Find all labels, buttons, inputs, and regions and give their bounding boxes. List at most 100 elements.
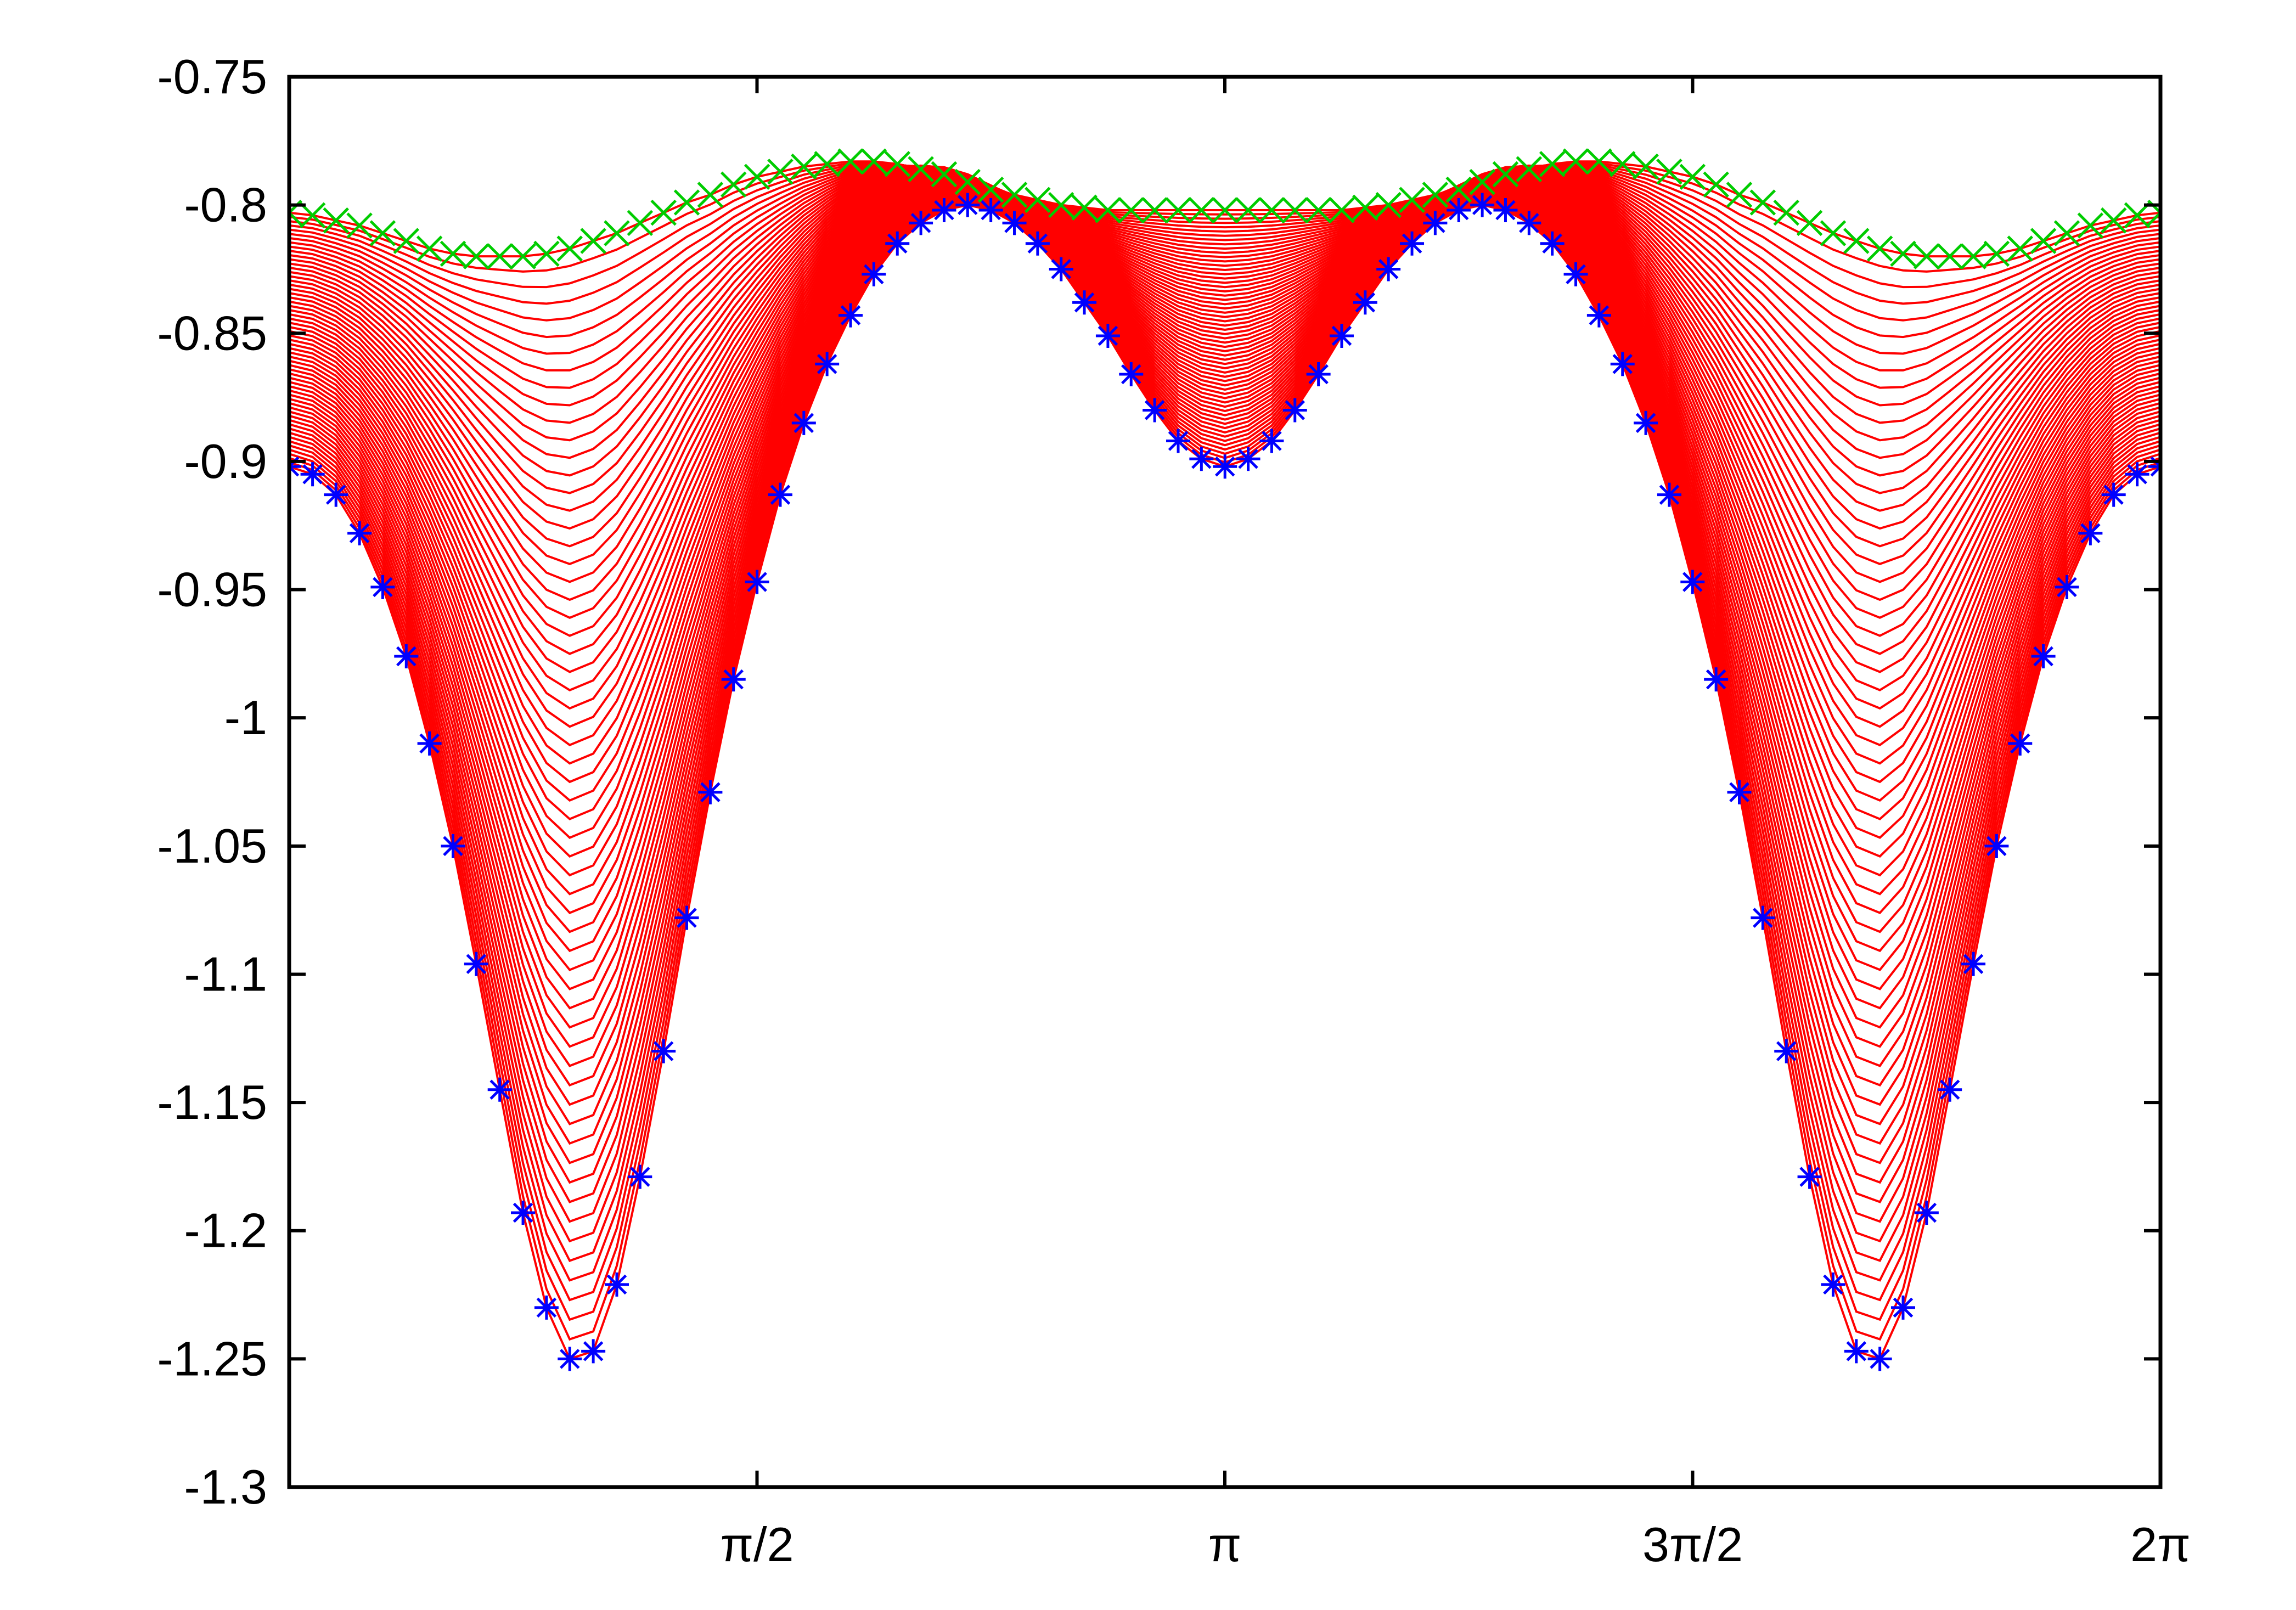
cross-stroke bbox=[1118, 197, 1145, 223]
asterisk-stroke bbox=[1191, 448, 1212, 469]
red-curve bbox=[289, 164, 2160, 389]
asterisk-point bbox=[2078, 521, 2103, 545]
cross-point bbox=[1118, 197, 1145, 223]
x-tick-label: π bbox=[1208, 1517, 1242, 1572]
red-curve bbox=[289, 179, 2160, 990]
red-curve bbox=[289, 173, 2160, 896]
cross-point bbox=[627, 210, 654, 237]
y-tick-label: -0.75 bbox=[157, 49, 267, 104]
asterisk-stroke bbox=[513, 1202, 533, 1223]
asterisk-point bbox=[1680, 570, 1705, 594]
cross-stroke bbox=[673, 189, 700, 216]
asterisk-point bbox=[1774, 1039, 1799, 1063]
cross-point bbox=[1329, 197, 1355, 223]
asterisk-stroke bbox=[1027, 233, 1048, 254]
cross-point bbox=[1235, 197, 1262, 223]
x-tick-label: 3π/2 bbox=[1642, 1517, 1743, 1572]
red-curve bbox=[289, 165, 2160, 583]
cross-point bbox=[767, 159, 794, 185]
cross-point bbox=[440, 240, 466, 267]
cross-stroke bbox=[2007, 235, 2034, 262]
cross-stroke bbox=[1843, 228, 1870, 254]
red-curve bbox=[289, 164, 2160, 477]
asterisk-point bbox=[839, 303, 863, 328]
red-curve bbox=[289, 161, 2160, 273]
asterisk-point bbox=[1329, 323, 1354, 348]
asterisk-stroke bbox=[981, 200, 1001, 221]
axes: -0.75 -0.8 -0.85 -0.9 -0.95 -1 -1.05 -1.1 -1.15 -… bbox=[157, 49, 2190, 1572]
asterisk-stroke bbox=[466, 954, 487, 975]
cross-point bbox=[580, 228, 606, 254]
asterisk-point bbox=[1072, 290, 1097, 315]
asterisk-point bbox=[1821, 1272, 1845, 1297]
asterisk-stroke bbox=[1963, 954, 1984, 975]
cross-stroke bbox=[1749, 189, 1776, 216]
x-tick-label: 2π bbox=[2130, 1517, 2191, 1572]
cross-stroke bbox=[2053, 220, 2080, 246]
red-curve bbox=[289, 164, 2160, 512]
asterisk-point bbox=[745, 570, 769, 594]
cross-stroke bbox=[2077, 212, 2104, 239]
cross-stroke bbox=[299, 202, 326, 229]
asterisk-point bbox=[1119, 362, 1144, 387]
y-tick-label: -1.3 bbox=[184, 1460, 267, 1514]
asterisk-stroke bbox=[489, 1079, 510, 1100]
red-curve bbox=[289, 189, 2160, 1125]
cross-point bbox=[744, 164, 770, 190]
cross-point bbox=[1165, 197, 1191, 223]
asterisk-stroke bbox=[1682, 572, 1703, 592]
cross-stroke bbox=[1586, 148, 1612, 174]
red-curve bbox=[289, 182, 2160, 1029]
asterisk-stroke bbox=[1074, 292, 1095, 313]
cross-stroke bbox=[1633, 153, 1659, 180]
cross-stroke bbox=[1937, 243, 1963, 269]
asterisk-stroke bbox=[559, 1349, 580, 1369]
asterisk-point bbox=[1867, 1347, 1892, 1371]
red-curve bbox=[289, 166, 2160, 637]
cross-point bbox=[1399, 187, 1425, 213]
cross-stroke bbox=[1258, 197, 1285, 223]
cross-point bbox=[463, 243, 489, 269]
asterisk-stroke bbox=[1776, 1041, 1797, 1061]
asterisk-point bbox=[651, 1039, 676, 1063]
asterisk-point bbox=[1657, 482, 1681, 507]
cross-stroke bbox=[1960, 243, 1987, 269]
asterisk-stroke bbox=[2057, 577, 2077, 598]
cross-stroke bbox=[627, 210, 654, 237]
asterisk-point bbox=[1353, 290, 1377, 315]
cross-stroke bbox=[954, 168, 981, 195]
cross-point bbox=[1562, 148, 1589, 174]
asterisk-stroke bbox=[2033, 646, 2053, 667]
red-curve bbox=[289, 173, 2160, 877]
cross-stroke bbox=[1399, 187, 1425, 213]
cross-stroke bbox=[1562, 148, 1589, 174]
red-curve bbox=[289, 184, 2160, 1067]
red-curve bbox=[289, 165, 2160, 459]
cross-stroke bbox=[1726, 182, 1753, 208]
cross-stroke bbox=[650, 199, 677, 226]
cross-stroke bbox=[2124, 202, 2151, 229]
asterisk-stroke bbox=[887, 233, 908, 254]
red-curve bbox=[289, 192, 2160, 1184]
asterisk-point bbox=[581, 1339, 606, 1364]
asterisk-stroke bbox=[1355, 292, 1376, 313]
asterisk-stroke bbox=[349, 523, 370, 544]
cross-stroke bbox=[393, 228, 420, 254]
cross-stroke bbox=[1281, 197, 1308, 223]
asterisk-stroke bbox=[1285, 400, 1305, 420]
cross-stroke bbox=[1141, 197, 1168, 223]
cross-stroke bbox=[323, 207, 349, 234]
y-tick-label: -1.1 bbox=[184, 947, 267, 1001]
cross-stroke bbox=[2030, 228, 2057, 254]
red-curve bbox=[289, 164, 2160, 530]
red-curve bbox=[289, 172, 2160, 858]
asterisk-point bbox=[2125, 462, 2149, 487]
asterisk-stroke bbox=[1939, 1079, 1960, 1100]
red-curve bbox=[289, 168, 2160, 765]
asterisk-stroke bbox=[630, 1167, 650, 1187]
curve-family bbox=[289, 160, 2160, 1360]
cross-point bbox=[1937, 243, 1963, 269]
cross-point bbox=[1305, 197, 1332, 223]
cross-point bbox=[1703, 171, 1729, 198]
asterisk-point bbox=[1213, 454, 1237, 479]
